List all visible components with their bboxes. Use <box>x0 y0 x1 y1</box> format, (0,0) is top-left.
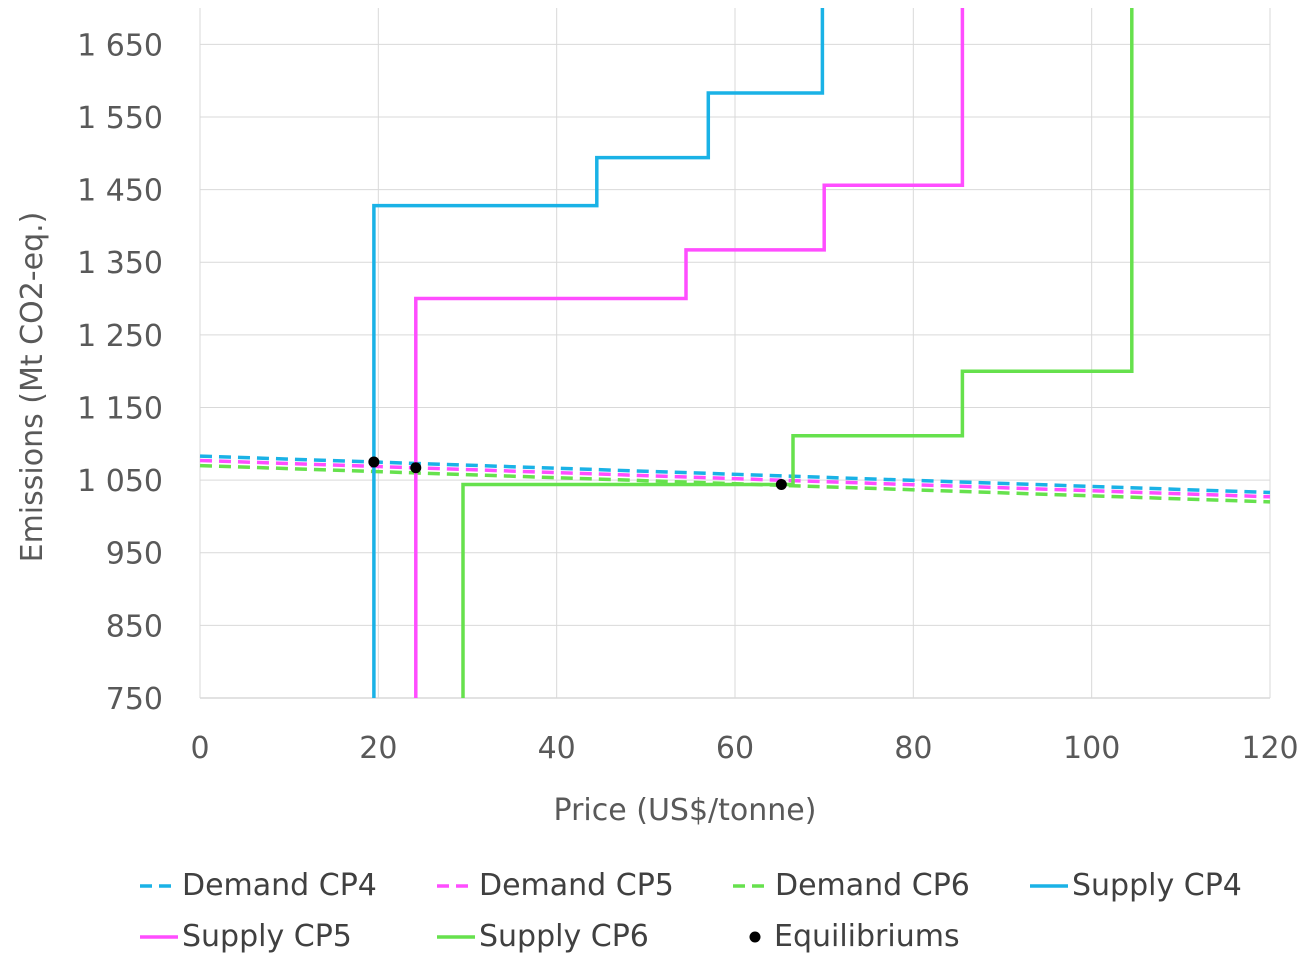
legend-marker-equilibriums <box>749 931 761 943</box>
x-tick-label: 60 <box>716 731 754 766</box>
equilibrium-point <box>368 456 380 468</box>
y-tick-label: 1 650 <box>77 28 163 63</box>
y-tick-label: 1 550 <box>77 101 163 136</box>
x-tick-label: 0 <box>190 731 209 766</box>
x-axis-ticks: 0 20 40 60 80 100 120 <box>190 731 1298 766</box>
x-tick-label: 80 <box>894 731 932 766</box>
x-tick-label: 100 <box>1063 731 1120 766</box>
series-line-supply-cp5 <box>414 8 965 698</box>
legend-label-demand-cp5: Demand CP5 <box>479 868 674 903</box>
legend-label-supply-cp5: Supply CP5 <box>182 919 352 954</box>
series-line-supply-cp4 <box>372 8 825 698</box>
x-tick-label: 120 <box>1241 731 1298 766</box>
legend-label-supply-cp4: Supply CP4 <box>1072 868 1242 903</box>
legend-label-demand-cp4: Demand CP4 <box>182 868 377 903</box>
legend: Demand CP4 Demand CP5 Demand CP6 Supply CP4… <box>140 868 1242 954</box>
y-tick-label: 1 050 <box>77 464 163 499</box>
y-axis-ticks: 750 850 950 1 050 1 150 1 250 1 350 1 450 1 550 1… <box>77 28 163 717</box>
y-tick-label: 1 250 <box>77 319 163 354</box>
series-layer <box>199 8 1271 698</box>
y-tick-label: 1 350 <box>77 246 163 281</box>
equilibrium-point <box>410 462 422 474</box>
y-tick-label: 850 <box>106 609 163 644</box>
x-axis-title: Price (US$/tonne) <box>554 793 817 828</box>
legend-label-supply-cp6: Supply CP6 <box>479 919 649 954</box>
y-tick-label: 950 <box>106 537 163 572</box>
legend-label-demand-cp6: Demand CP6 <box>775 868 970 903</box>
series-line-supply-cp6 <box>461 8 1134 698</box>
y-tick-label: 1 150 <box>77 391 163 426</box>
equilibrium-point <box>775 478 787 490</box>
x-tick-label: 20 <box>359 731 397 766</box>
y-tick-label: 750 <box>106 682 163 717</box>
grid <box>199 8 1271 699</box>
y-tick-label: 1 450 <box>77 174 163 209</box>
y-axis-title: Emissions (Mt CO2-eq.) <box>15 212 50 563</box>
legend-label-equilibriums: Equilibriums <box>774 919 960 954</box>
x-tick-label: 40 <box>538 731 576 766</box>
series-line-demand-cp5 <box>199 458 1271 499</box>
